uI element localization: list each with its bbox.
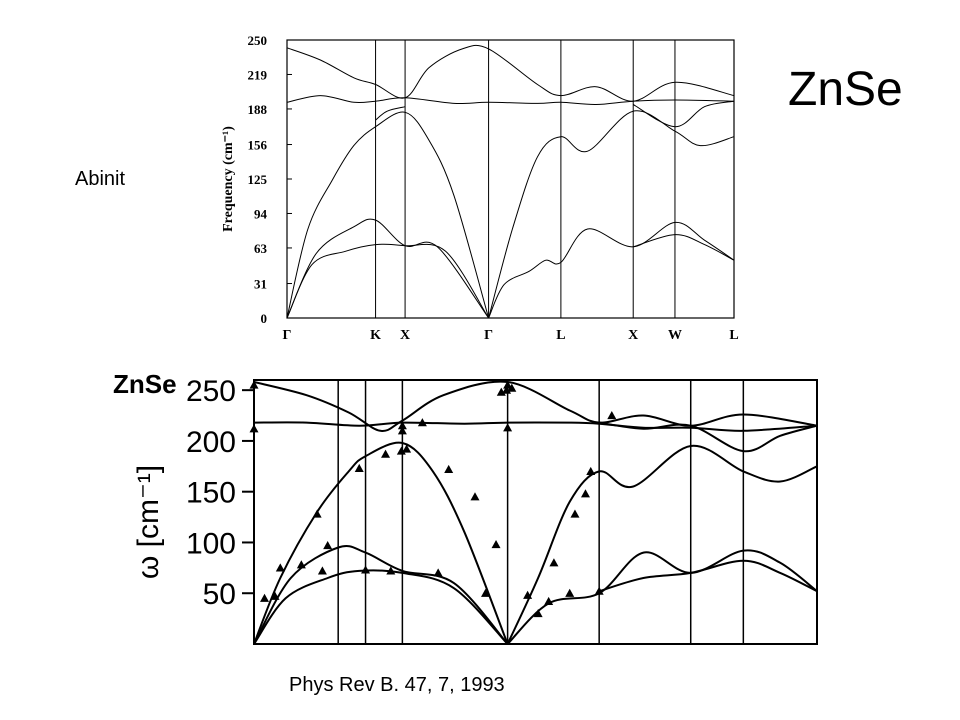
data-marker: [249, 380, 259, 389]
data-marker: [570, 509, 580, 518]
data-marker: [565, 588, 575, 597]
data-marker: [312, 509, 322, 518]
phonon-branch: [286, 243, 490, 319]
data-marker: [397, 421, 407, 430]
data-marker: [507, 383, 517, 392]
slide-title: ZnSe: [788, 63, 903, 116]
phonon-branch: [253, 569, 509, 645]
y-tick-label: 31: [254, 277, 267, 292]
data-marker: [381, 449, 391, 458]
x-tick-label: X: [628, 328, 638, 343]
y-tick-label: 250: [248, 33, 268, 48]
plot-frame: [253, 379, 818, 645]
y-tick-label: 100: [186, 527, 236, 560]
data-marker: [481, 588, 491, 597]
data-marker: [533, 609, 543, 618]
data-marker: [296, 560, 306, 569]
y-axis-label: ω [cm⁻¹]: [132, 465, 165, 579]
data-marker: [402, 444, 412, 453]
x-tick-label: K: [370, 328, 381, 343]
data-marker: [275, 563, 285, 572]
data-marker: [397, 426, 407, 435]
phonon-branch: [488, 110, 735, 319]
data-marker: [354, 463, 364, 472]
x-tick-label: L: [556, 328, 565, 343]
data-marker: [386, 566, 396, 575]
data-marker: [580, 489, 590, 498]
y-tick-label: 125: [248, 172, 268, 187]
phonon-branch: [253, 441, 509, 645]
data-marker: [249, 424, 259, 433]
phonon-branch: [632, 100, 735, 128]
data-marker: [433, 568, 443, 577]
x-tick-label: L: [729, 328, 738, 343]
phonon-branch: [633, 234, 735, 261]
data-marker: [549, 558, 559, 567]
x-tick-label: X: [400, 328, 410, 343]
x-tick-label: Γ: [484, 328, 493, 343]
data-marker: [523, 590, 533, 599]
phonon-branch: [506, 444, 818, 645]
data-marker: [502, 385, 512, 394]
y-tick-label: 0: [261, 311, 268, 326]
y-tick-label: 156: [248, 138, 268, 153]
y-tick-label: 94: [254, 206, 268, 221]
data-marker: [544, 596, 554, 605]
data-marker: [607, 411, 617, 420]
citation-label: Phys Rev B. 47, 7, 1993: [289, 674, 505, 696]
phonon-branch: [488, 221, 735, 319]
data-marker: [444, 464, 454, 473]
phonon-branch: [253, 544, 509, 645]
data-marker: [503, 380, 513, 389]
chart-title: ZnSe: [113, 369, 177, 399]
data-marker: [496, 387, 506, 396]
x-tick-label: W: [668, 328, 682, 343]
y-tick-label: 150: [186, 477, 236, 510]
y-tick-label: 200: [186, 426, 236, 459]
data-marker: [586, 466, 596, 475]
y-tick-label: 219: [248, 67, 268, 82]
phonon-branch: [598, 559, 818, 593]
y-tick-label: 50: [203, 578, 236, 611]
data-marker: [491, 539, 501, 549]
x-tick-label: Γ: [283, 328, 292, 343]
phonon-branch: [286, 218, 490, 319]
y-tick-label: 63: [254, 241, 268, 256]
data-marker: [260, 593, 270, 602]
abinit-label: Abinit: [75, 168, 126, 190]
data-marker: [317, 566, 327, 575]
data-marker: [361, 565, 371, 574]
y-tick-label: 188: [248, 102, 268, 117]
phonon-branch: [375, 106, 406, 121]
data-marker: [323, 541, 333, 550]
phonon-branch: [599, 421, 818, 453]
data-marker: [396, 446, 406, 455]
data-marker: [417, 418, 427, 427]
phonon-branch: [286, 111, 490, 319]
data-marker: [470, 492, 480, 501]
data-marker: [594, 586, 604, 595]
data-marker: [503, 423, 513, 432]
data-marker: [270, 591, 280, 600]
phonon-branch: [506, 549, 818, 645]
y-axis-label: Frequency (cm⁻¹): [221, 126, 236, 232]
y-tick-label: 250: [186, 375, 236, 408]
phonon-branch: [286, 95, 735, 106]
